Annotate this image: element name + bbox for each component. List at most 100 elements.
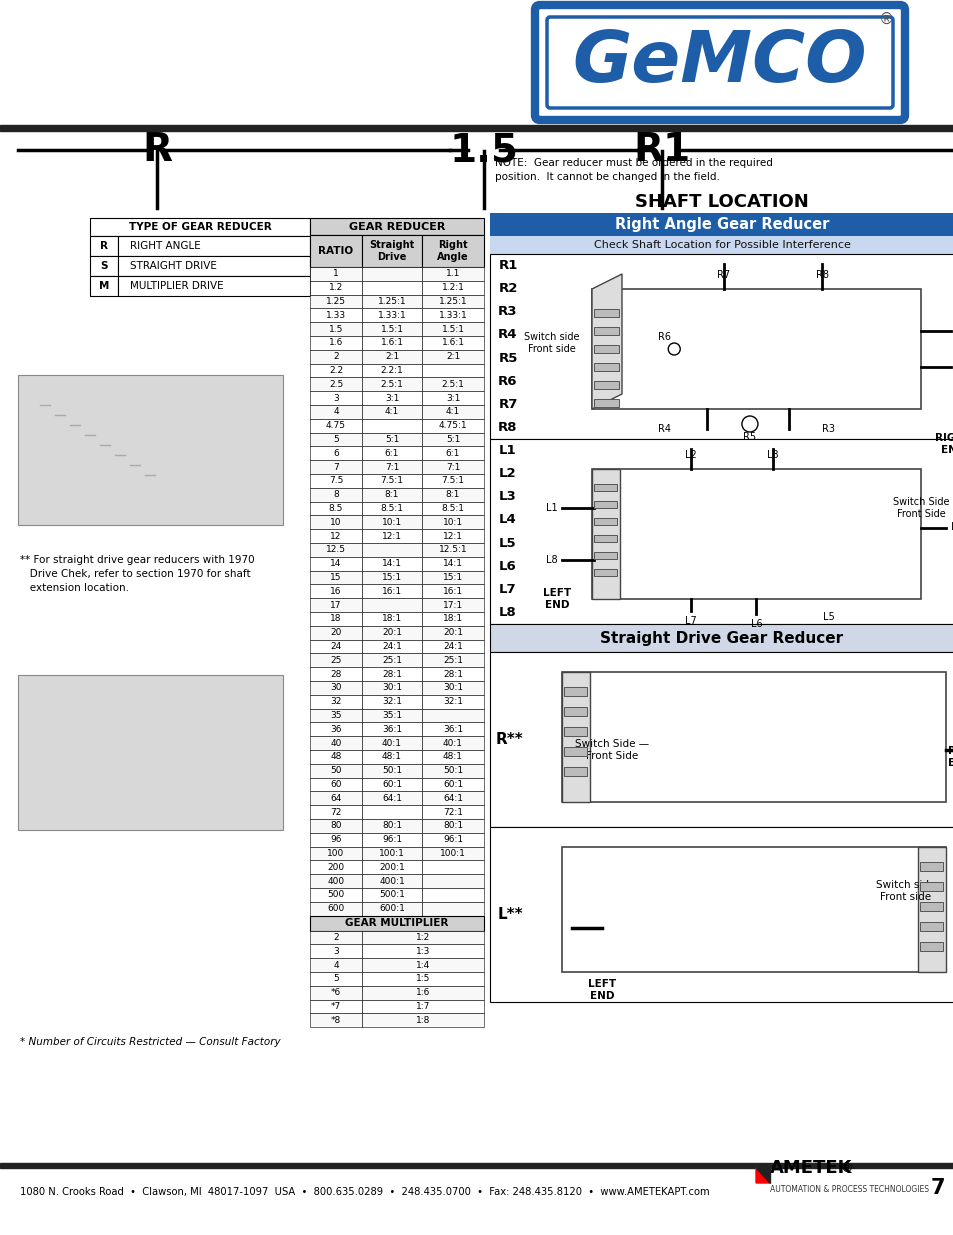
- Text: Straight
Drive: Straight Drive: [369, 240, 415, 262]
- Bar: [310, 750, 361, 763]
- Bar: [361, 419, 421, 432]
- Bar: [118, 236, 310, 256]
- Bar: [310, 915, 483, 931]
- Bar: [361, 832, 421, 847]
- Text: 24:1: 24:1: [442, 642, 462, 651]
- Bar: [361, 902, 421, 915]
- Text: RIGHT
END: RIGHT END: [947, 746, 953, 768]
- Text: Check Shaft Location for Possible Interference: Check Shaft Location for Possible Interf…: [593, 240, 849, 249]
- Text: L1: L1: [498, 445, 517, 457]
- Bar: [361, 999, 483, 1014]
- Bar: [310, 461, 361, 474]
- Bar: [118, 275, 310, 296]
- Text: 5:1: 5:1: [384, 435, 398, 445]
- Bar: [361, 945, 483, 958]
- Text: 28:1: 28:1: [442, 669, 462, 678]
- Bar: [421, 557, 483, 571]
- Text: R: R: [100, 241, 108, 251]
- Text: 600: 600: [327, 904, 344, 913]
- Bar: [421, 474, 483, 488]
- Bar: [310, 902, 361, 915]
- Text: ** For straight drive gear reducers with 1970
   Drive Chek, refer to section 19: ** For straight drive gear reducers with…: [20, 555, 254, 593]
- Bar: [563, 727, 586, 736]
- Text: 80:1: 80:1: [442, 821, 462, 830]
- Text: 100: 100: [327, 848, 344, 858]
- Text: 35: 35: [330, 711, 341, 720]
- Text: R5: R5: [497, 352, 517, 364]
- Bar: [594, 345, 618, 353]
- Text: L4: L4: [498, 514, 517, 526]
- Bar: [361, 474, 421, 488]
- Text: STRAIGHT DRIVE: STRAIGHT DRIVE: [130, 261, 216, 270]
- Bar: [118, 256, 310, 275]
- Bar: [361, 322, 421, 336]
- Bar: [310, 958, 361, 972]
- Text: 8:1: 8:1: [384, 490, 398, 499]
- Bar: [0, 1163, 953, 1168]
- Text: 96:1: 96:1: [442, 835, 462, 845]
- Text: 40:1: 40:1: [381, 739, 401, 747]
- Text: LEFT
END: LEFT END: [587, 979, 616, 1000]
- Text: 17:1: 17:1: [442, 600, 462, 610]
- Text: 6:1: 6:1: [445, 448, 459, 458]
- Bar: [310, 680, 361, 695]
- Bar: [594, 363, 618, 370]
- Text: 2.5:1: 2.5:1: [380, 380, 403, 389]
- Text: Switch side
Front side: Switch side Front side: [876, 879, 935, 902]
- Text: *8: *8: [331, 1016, 341, 1025]
- Bar: [917, 847, 945, 972]
- Bar: [421, 584, 483, 598]
- Bar: [310, 515, 361, 530]
- Text: 30:1: 30:1: [381, 683, 401, 693]
- Bar: [310, 999, 361, 1014]
- Text: 3:1: 3:1: [384, 394, 398, 403]
- Bar: [310, 543, 361, 557]
- Text: 64:1: 64:1: [442, 794, 462, 803]
- Text: 50:1: 50:1: [442, 766, 462, 776]
- Bar: [361, 405, 421, 419]
- Text: S: S: [100, 261, 108, 270]
- Bar: [421, 363, 483, 378]
- Text: 96: 96: [330, 835, 341, 845]
- Text: 3: 3: [333, 394, 338, 403]
- Text: 1.33:1: 1.33:1: [438, 311, 467, 320]
- Bar: [592, 469, 920, 599]
- Text: GEAR MULTIPLIER: GEAR MULTIPLIER: [345, 918, 448, 927]
- Text: L2: L2: [498, 467, 517, 480]
- Text: 8: 8: [333, 490, 338, 499]
- Text: AMETEK: AMETEK: [769, 1158, 852, 1177]
- Text: 8.5:1: 8.5:1: [441, 504, 464, 513]
- Bar: [421, 653, 483, 667]
- Bar: [421, 626, 483, 640]
- Bar: [310, 419, 361, 432]
- Text: 25:1: 25:1: [442, 656, 462, 664]
- Bar: [310, 488, 361, 501]
- Bar: [361, 778, 421, 792]
- Bar: [310, 1014, 361, 1028]
- Text: 500: 500: [327, 890, 344, 899]
- Text: 15:1: 15:1: [442, 573, 462, 582]
- Bar: [310, 446, 361, 461]
- Bar: [361, 267, 421, 280]
- Text: 200:1: 200:1: [378, 863, 404, 872]
- Bar: [561, 847, 945, 972]
- Text: 20:1: 20:1: [442, 629, 462, 637]
- Text: L2: L2: [684, 450, 696, 459]
- Bar: [361, 488, 421, 501]
- Text: RIGHT ANGLE: RIGHT ANGLE: [130, 241, 200, 251]
- Text: R4: R4: [497, 329, 517, 341]
- Text: R8: R8: [497, 421, 517, 433]
- Bar: [592, 289, 920, 409]
- Bar: [361, 235, 421, 267]
- Bar: [361, 847, 421, 861]
- Bar: [361, 750, 421, 763]
- Text: L5: L5: [498, 536, 517, 550]
- Text: L7: L7: [498, 583, 517, 595]
- Bar: [361, 432, 421, 446]
- Bar: [563, 767, 586, 776]
- Text: 25:1: 25:1: [381, 656, 401, 664]
- Text: 24: 24: [330, 642, 341, 651]
- Bar: [361, 446, 421, 461]
- Text: 1.25: 1.25: [326, 296, 346, 306]
- Text: 400:1: 400:1: [378, 877, 404, 885]
